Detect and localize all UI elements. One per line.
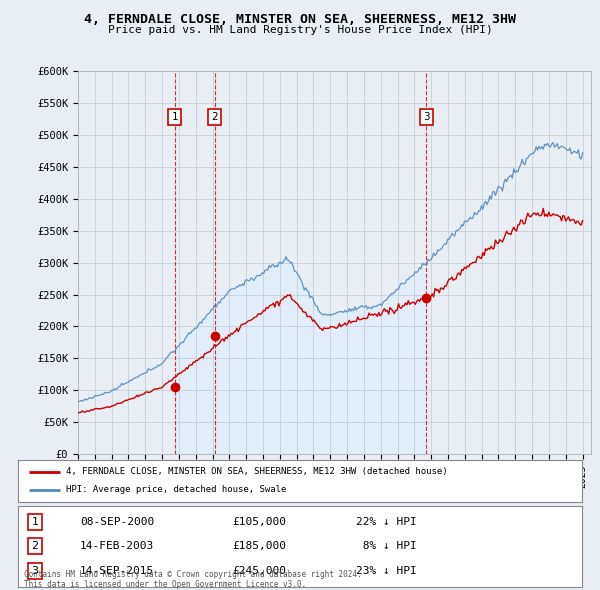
Text: 2: 2: [31, 542, 38, 551]
Text: 1: 1: [31, 517, 38, 527]
Text: 3: 3: [423, 112, 430, 122]
Text: £105,000: £105,000: [232, 517, 286, 527]
Text: £245,000: £245,000: [232, 566, 286, 576]
Text: 4, FERNDALE CLOSE, MINSTER ON SEA, SHEERNESS, ME12 3HW: 4, FERNDALE CLOSE, MINSTER ON SEA, SHEER…: [84, 13, 516, 26]
Text: 23% ↓ HPI: 23% ↓ HPI: [356, 566, 417, 576]
Text: 2: 2: [211, 112, 218, 122]
Text: 1: 1: [172, 112, 178, 122]
Text: 8% ↓ HPI: 8% ↓ HPI: [356, 542, 417, 551]
Text: Price paid vs. HM Land Registry's House Price Index (HPI): Price paid vs. HM Land Registry's House …: [107, 25, 493, 35]
Text: 22% ↓ HPI: 22% ↓ HPI: [356, 517, 417, 527]
Text: 14-FEB-2003: 14-FEB-2003: [80, 542, 154, 551]
Text: 4, FERNDALE CLOSE, MINSTER ON SEA, SHEERNESS, ME12 3HW (detached house): 4, FERNDALE CLOSE, MINSTER ON SEA, SHEER…: [66, 467, 448, 476]
Text: 3: 3: [31, 566, 38, 576]
Text: £185,000: £185,000: [232, 542, 286, 551]
Text: Contains HM Land Registry data © Crown copyright and database right 2024.
This d: Contains HM Land Registry data © Crown c…: [24, 570, 362, 589]
Text: HPI: Average price, detached house, Swale: HPI: Average price, detached house, Swal…: [66, 486, 286, 494]
Text: 08-SEP-2000: 08-SEP-2000: [80, 517, 154, 527]
Text: 14-SEP-2015: 14-SEP-2015: [80, 566, 154, 576]
